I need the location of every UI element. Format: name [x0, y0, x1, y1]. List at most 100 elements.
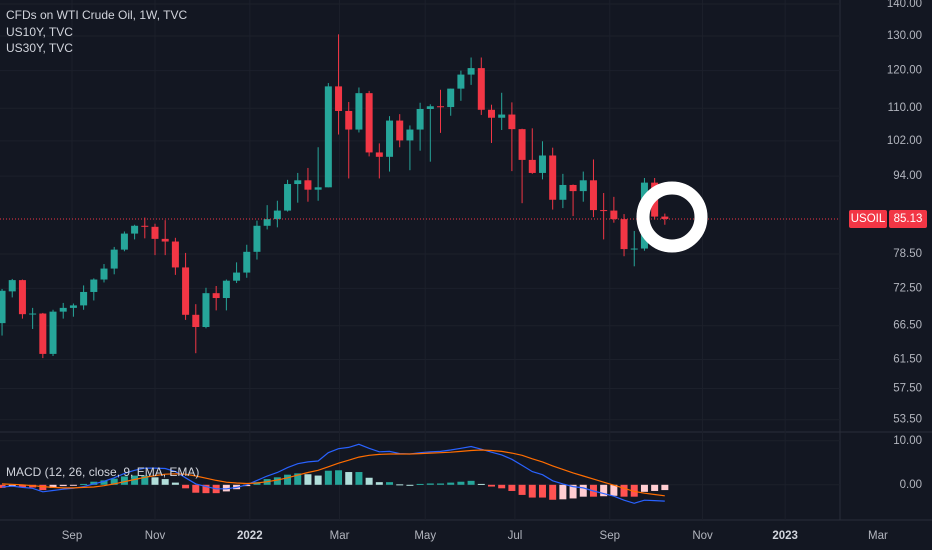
macd-histogram-bar	[375, 482, 383, 485]
candle-body	[498, 114, 506, 118]
macd-histogram-bar	[528, 484, 536, 498]
macd-histogram-bar	[355, 472, 363, 485]
candle-body	[192, 314, 200, 328]
candle-body	[477, 68, 485, 110]
candle-body	[141, 225, 149, 227]
macd-histogram-bar	[141, 475, 149, 485]
candle-body	[426, 106, 434, 110]
macd-histogram-bar	[49, 484, 57, 488]
legend-main: CFDs on WTI Crude Oil, 1W, TVC	[6, 8, 187, 22]
x-tick-label: Nov	[692, 530, 713, 542]
macd-histogram-bar	[651, 484, 659, 491]
candle-body	[100, 268, 108, 280]
candle-body	[569, 184, 577, 192]
candle-body	[263, 219, 271, 226]
candle-body	[49, 311, 57, 354]
macd-histogram-bar	[324, 470, 332, 485]
macd-line	[1, 443, 665, 504]
candle-body	[508, 114, 516, 130]
symbol-badge	[849, 209, 887, 228]
macd-histogram-bar	[18, 484, 26, 488]
macd-histogram-bar	[120, 476, 128, 485]
candle-body	[222, 280, 230, 299]
macd-histogram-bar	[457, 481, 465, 485]
macd-histogram-bar	[365, 477, 373, 485]
candle-body	[549, 155, 557, 200]
y-tick-label: 102.00	[887, 135, 922, 147]
candle-body	[212, 293, 220, 299]
candle-body	[151, 226, 159, 239]
candle-body	[416, 109, 424, 130]
y-tick-label: 66.50	[893, 320, 922, 332]
macd-histogram-bar	[171, 482, 179, 485]
candle-body	[59, 307, 67, 312]
grid	[0, 0, 840, 520]
candle-body	[487, 109, 495, 118]
candle-body	[0, 290, 6, 324]
macd-histogram-bar	[192, 484, 200, 493]
candle-body	[202, 293, 210, 328]
macd-histogram-bar	[477, 483, 485, 485]
macd-histogram-bar	[304, 474, 312, 485]
macd-histogram-bar	[406, 484, 414, 486]
y-tick-label: 72.50	[893, 282, 922, 294]
macd-histogram-bar	[447, 482, 455, 485]
candle-body	[18, 280, 26, 315]
candle-body	[538, 155, 546, 173]
macd-histogram-bar	[202, 484, 210, 494]
macd-histogram-bar	[151, 477, 159, 485]
candle-body	[161, 238, 169, 242]
candle-body	[253, 225, 261, 252]
marks	[0, 34, 840, 504]
macd-histogram-bar	[273, 477, 281, 485]
macd-histogram-bar	[600, 484, 608, 497]
macd-histogram-bar	[110, 478, 118, 485]
macd-histogram-bar	[437, 483, 445, 485]
macd-histogram-bar	[39, 484, 47, 491]
candle-body	[304, 180, 312, 190]
macd-histogram-bar	[508, 484, 516, 491]
x-tick-label: Sep	[600, 530, 620, 542]
symbol-label: USOIL	[851, 213, 886, 225]
macd-histogram-bar	[610, 484, 618, 496]
macd-histogram-bar	[314, 475, 322, 485]
candle-body	[559, 184, 567, 200]
candle-body	[243, 251, 251, 273]
macd-histogram-bar	[620, 484, 628, 497]
candle-body	[610, 210, 618, 220]
macd-histogram-bar	[518, 484, 526, 495]
candle-body	[182, 267, 190, 315]
candle-body	[69, 305, 77, 308]
macd-histogram-bar	[487, 484, 495, 487]
macd-histogram-bar	[640, 484, 648, 492]
macd-histogram-bar	[284, 474, 292, 485]
y-tick-label: 140.00	[887, 0, 922, 10]
candle-body	[233, 272, 241, 281]
candle-body	[120, 233, 128, 250]
macd-histogram-bar	[569, 484, 577, 499]
y-tick-label: 57.50	[893, 383, 922, 395]
y-tick-label: 120.00	[887, 65, 922, 77]
candle-body	[345, 110, 353, 130]
macd-histogram-bar	[335, 470, 343, 485]
x-tick-label: May	[414, 530, 436, 542]
last-price-label: 85.13	[894, 213, 923, 225]
macd-histogram-bar	[416, 483, 424, 485]
price-badge	[889, 209, 927, 228]
legend-us10y: US10Y, TVC	[6, 25, 73, 39]
macd-histogram-bar	[426, 483, 434, 485]
loading-ring	[636, 181, 708, 253]
x-tick-label: Mar	[330, 530, 350, 542]
candle-body	[171, 241, 179, 268]
candle-body	[110, 249, 118, 269]
candle-body	[620, 219, 628, 250]
macd-histogram-bar	[59, 484, 67, 487]
macd-histogram-bar	[222, 484, 230, 492]
y-tick-label: 78.50	[893, 248, 922, 260]
candle-body	[661, 216, 669, 219]
macd-histogram-bar	[131, 475, 139, 485]
macd-histogram-bar	[182, 484, 190, 489]
macd-title: MACD (12, 26, close, 9, EMA, EMA)	[6, 465, 199, 479]
